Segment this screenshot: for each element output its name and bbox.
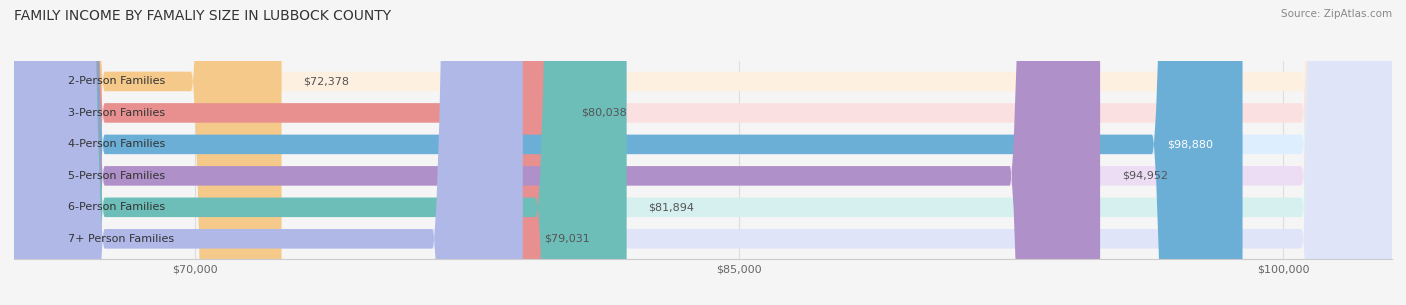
FancyBboxPatch shape bbox=[14, 0, 1392, 305]
FancyBboxPatch shape bbox=[14, 0, 560, 305]
Text: 7+ Person Families: 7+ Person Families bbox=[69, 234, 174, 244]
FancyBboxPatch shape bbox=[14, 0, 627, 305]
Text: 6-Person Families: 6-Person Families bbox=[69, 202, 166, 212]
Text: Source: ZipAtlas.com: Source: ZipAtlas.com bbox=[1281, 9, 1392, 19]
FancyBboxPatch shape bbox=[14, 0, 1392, 305]
Text: $72,378: $72,378 bbox=[304, 77, 349, 86]
Text: 2-Person Families: 2-Person Families bbox=[69, 77, 166, 86]
FancyBboxPatch shape bbox=[14, 0, 523, 305]
FancyBboxPatch shape bbox=[14, 0, 281, 305]
Text: 4-Person Families: 4-Person Families bbox=[69, 139, 166, 149]
FancyBboxPatch shape bbox=[14, 0, 1392, 305]
FancyBboxPatch shape bbox=[14, 0, 1099, 305]
Text: $94,952: $94,952 bbox=[1122, 171, 1168, 181]
Text: FAMILY INCOME BY FAMALIY SIZE IN LUBBOCK COUNTY: FAMILY INCOME BY FAMALIY SIZE IN LUBBOCK… bbox=[14, 9, 391, 23]
Text: 3-Person Families: 3-Person Families bbox=[69, 108, 166, 118]
FancyBboxPatch shape bbox=[14, 0, 1243, 305]
Text: $98,880: $98,880 bbox=[1167, 139, 1213, 149]
Text: $80,038: $80,038 bbox=[581, 108, 627, 118]
Text: $81,894: $81,894 bbox=[648, 202, 695, 212]
FancyBboxPatch shape bbox=[14, 0, 1392, 305]
Text: 5-Person Families: 5-Person Families bbox=[69, 171, 166, 181]
FancyBboxPatch shape bbox=[14, 0, 1392, 305]
Text: $79,031: $79,031 bbox=[544, 234, 591, 244]
FancyBboxPatch shape bbox=[14, 0, 1392, 305]
